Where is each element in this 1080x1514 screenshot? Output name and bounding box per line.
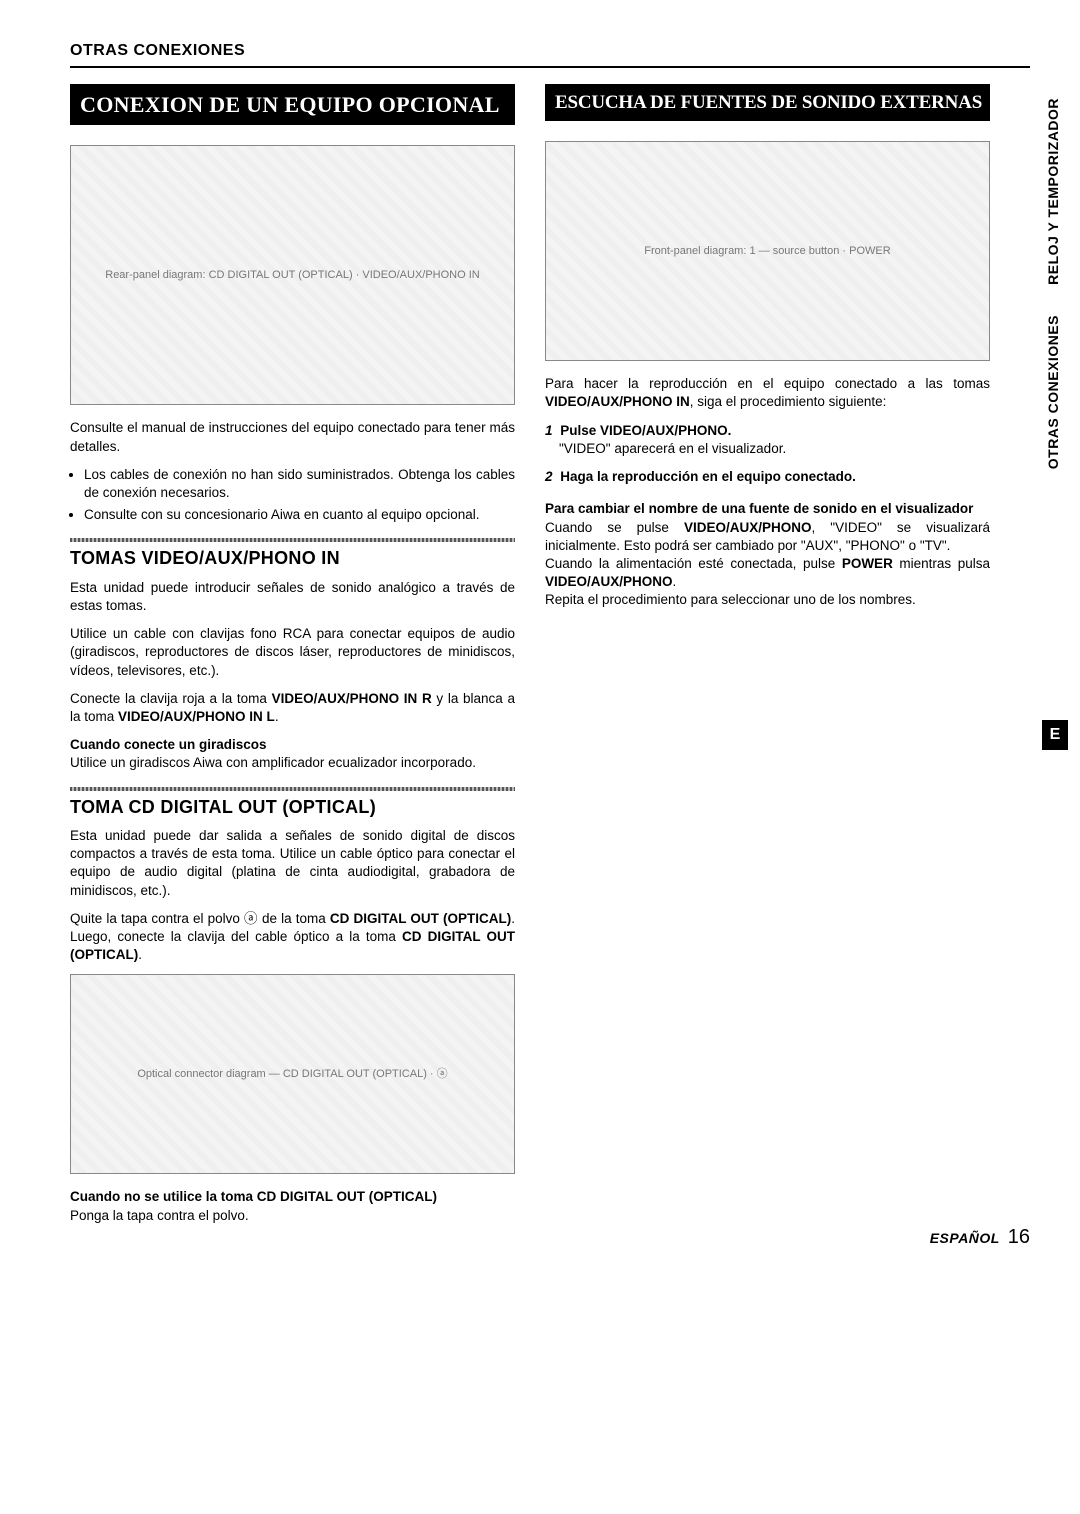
left-diagram-2-alt: Optical connector diagram — CD DIGITAL O…: [137, 1067, 447, 1082]
right-diagram-alt: Front-panel diagram: 1 — source button ·…: [644, 244, 890, 259]
left-intro: Consulte el manual de instrucciones del …: [70, 419, 515, 455]
left-heading-2: TOMA CD DIGITAL OUT (OPTICAL): [70, 795, 515, 819]
left-sub2: Cuando no se utilice la toma CD DIGITAL …: [70, 1188, 515, 1224]
two-column-layout: CONEXION DE UN EQUIPO OPCIONAL Rear-pane…: [70, 84, 1030, 1235]
left-p1c: Conecte la clavija roja a la toma VIDEO/…: [70, 690, 515, 726]
bold-vap: VIDEO/AUX/PHONO: [684, 520, 812, 535]
vertical-tabs: RELOJ Y TEMPORIZADOR OTRAS CONEXIONES: [1042, 90, 1068, 477]
text: Quite la tapa contra el polvo ⓐ de la to…: [70, 911, 330, 926]
text: Cuando se pulse: [545, 520, 684, 535]
right-column: ESCUCHA DE FUENTES DE SONIDO EXTERNAS Fr…: [545, 84, 1030, 1235]
right-intro: Para hacer la reproducción en el equipo …: [545, 375, 990, 411]
left-banner: CONEXION DE UN EQUIPO OPCIONAL: [70, 84, 515, 126]
text: Conecte la clavija roja a la toma: [70, 691, 272, 706]
left-sub1: Cuando conecte un giradiscos Utilice un …: [70, 736, 515, 772]
step-1-title: Pulse VIDEO/AUX/PHONO.: [560, 423, 731, 438]
text: .: [673, 574, 677, 589]
section-label: OTRAS CONEXIONES: [70, 40, 1030, 68]
left-bullets: Los cables de conexión no han sido sumin…: [70, 466, 515, 525]
right-sub1: Para cambiar el nombre de una fuente de …: [545, 500, 990, 609]
left-diagram-1-alt: Rear-panel diagram: CD DIGITAL OUT (OPTI…: [105, 268, 480, 283]
left-p2b: Quite la tapa contra el polvo ⓐ de la to…: [70, 910, 515, 965]
bold-vap-2: VIDEO/AUX/PHONO: [545, 574, 673, 589]
left-p2a: Esta unidad puede dar salida a señales d…: [70, 827, 515, 900]
hairline-rule: [70, 538, 515, 542]
footer-language: ESPAÑOL: [930, 1230, 1000, 1246]
vtab-other-connections: OTRAS CONEXIONES: [1042, 307, 1068, 477]
left-sub2-body: Ponga la tapa contra el polvo.: [70, 1208, 249, 1223]
text: .: [138, 947, 142, 962]
text: Para hacer la reproducción en el equipo …: [545, 376, 990, 391]
left-p1a: Esta unidad puede introducir señales de …: [70, 579, 515, 615]
bold-jack-r: VIDEO/AUX/PHONO IN R: [272, 691, 432, 706]
bold-jacks-in: VIDEO/AUX/PHONO IN: [545, 394, 690, 409]
left-p1b: Utilice un cable con clavijas fono RCA p…: [70, 625, 515, 680]
vtab-clock-timer: RELOJ Y TEMPORIZADOR: [1042, 90, 1068, 293]
left-sub1-body: Utilice un giradiscos Aiwa con amplifica…: [70, 755, 476, 770]
left-bullet-1: Los cables de conexión no han sido sumin…: [84, 466, 515, 502]
left-column: CONEXION DE UN EQUIPO OPCIONAL Rear-pane…: [70, 84, 515, 1235]
left-heading-1: TOMAS VIDEO/AUX/PHONO IN: [70, 546, 515, 570]
text: , siga el procedimiento siguiente:: [690, 394, 887, 409]
step-2-number: 2: [545, 469, 553, 484]
text: mientras pulsa: [893, 556, 990, 571]
left-bullet-2: Consulte con su concesionario Aiwa en cu…: [84, 506, 515, 524]
text: .: [275, 709, 279, 724]
bold-power: POWER: [842, 556, 893, 571]
step-2-title: Haga la reproducción en el equipo conect…: [560, 469, 856, 484]
right-diagram: Front-panel diagram: 1 — source button ·…: [545, 141, 990, 361]
bold-jack-l: VIDEO/AUX/PHONO IN L: [118, 709, 275, 724]
left-diagram-2: Optical connector diagram — CD DIGITAL O…: [70, 974, 515, 1174]
page-footer: ESPAÑOL 16: [930, 1224, 1030, 1251]
hairline-rule: [70, 787, 515, 791]
language-badge-e: E: [1042, 720, 1068, 750]
right-sub1-title: Para cambiar el nombre de una fuente de …: [545, 501, 973, 516]
step-1-number: 1: [545, 423, 553, 438]
right-banner: ESCUCHA DE FUENTES DE SONIDO EXTERNAS: [545, 84, 990, 122]
text: Cuando la alimentación esté conectada, p…: [545, 556, 842, 571]
step-1: 1 Pulse VIDEO/AUX/PHONO. "VIDEO" aparece…: [545, 422, 990, 458]
step-2: 2 Haga la reproducción en el equipo cone…: [545, 468, 990, 486]
right-sub1c: Repita el procedimiento para seleccionar…: [545, 592, 916, 607]
step-1-body: "VIDEO" aparecerá en el visualizador.: [559, 440, 990, 458]
left-diagram-1: Rear-panel diagram: CD DIGITAL OUT (OPTI…: [70, 145, 515, 405]
left-sub2-title: Cuando no se utilice la toma CD DIGITAL …: [70, 1189, 437, 1204]
left-sub1-title: Cuando conecte un giradiscos: [70, 737, 267, 752]
bold-optical-1: CD DIGITAL OUT (OPTICAL): [330, 911, 511, 926]
footer-page-number: 16: [1008, 1226, 1030, 1248]
